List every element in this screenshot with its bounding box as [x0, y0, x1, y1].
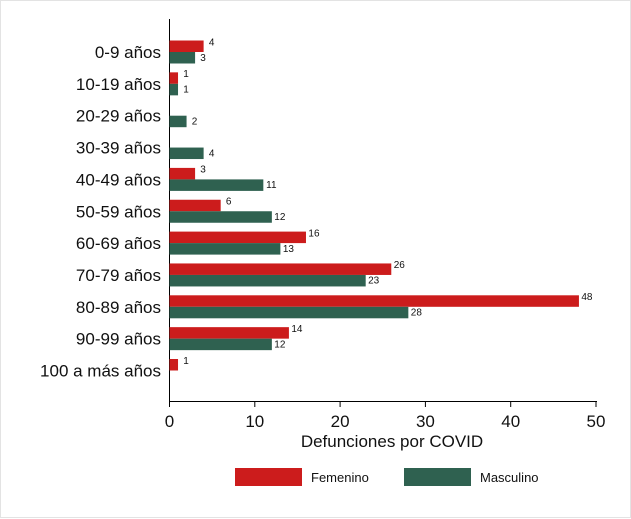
category-labels: 0-9 años 10-19 años 20-29 años 30-39 años 40… — [40, 43, 161, 381]
bar-femenino — [169, 263, 392, 275]
data-label: 13 — [283, 244, 295, 255]
data-label: 14 — [291, 324, 303, 335]
bar-masculino — [169, 306, 409, 319]
data-label: 11 — [266, 180, 277, 191]
data-label: 16 — [308, 228, 320, 239]
bar-femenino — [169, 359, 179, 371]
data-label: 48 — [581, 292, 593, 303]
x-tick-label: 20 — [331, 412, 350, 431]
bar-masculino — [169, 338, 272, 351]
bar-masculino — [169, 243, 281, 255]
data-label: 12 — [274, 339, 286, 350]
bar-masculino — [169, 274, 366, 287]
x-tick-label: 40 — [501, 412, 520, 431]
x-axis-title: Defunciones por COVID — [301, 432, 483, 451]
bar-femenino — [169, 40, 204, 52]
data-label: 1 — [183, 356, 189, 367]
category-label: 100 a más años — [40, 362, 161, 381]
category-label: 60-69 años — [76, 234, 161, 253]
data-label: 26 — [394, 260, 406, 271]
category-label: 50-59 años — [76, 202, 161, 221]
legend-label-femenino: Femenino — [311, 470, 369, 485]
data-label: 12 — [274, 212, 286, 223]
category-label: 70-79 años — [76, 266, 161, 285]
bar-masculino — [169, 83, 179, 96]
bar-masculino — [169, 179, 264, 191]
data-label: 1 — [183, 69, 189, 80]
category-label: 0-9 años — [95, 43, 161, 62]
data-label: 23 — [368, 276, 380, 287]
category-label: 40-49 años — [76, 170, 161, 189]
category-label: 10-19 años — [76, 75, 161, 94]
legend-label-masculino: Masculino — [480, 470, 539, 485]
x-tick-label: 0 — [165, 412, 174, 431]
x-tick-label: 50 — [587, 412, 606, 431]
category-label: 90-99 años — [76, 330, 161, 349]
legend-swatch-masculino — [404, 468, 471, 486]
data-label: 28 — [411, 308, 423, 319]
bar-masculino — [169, 115, 187, 128]
data-label: 3 — [200, 165, 206, 176]
bar-masculino — [169, 211, 272, 223]
category-label: 20-29 años — [76, 107, 161, 126]
data-label: 4 — [209, 148, 215, 159]
data-label: 3 — [200, 53, 206, 64]
bar-femenino — [169, 327, 289, 339]
legend-swatch-femenino — [235, 468, 302, 486]
data-label: 2 — [192, 116, 198, 127]
bar-femenino — [169, 295, 579, 307]
category-label: 30-39 años — [76, 139, 161, 158]
bar-femenino — [169, 231, 306, 244]
x-tick-label: 30 — [416, 412, 435, 431]
legend: Femenino Masculino — [235, 468, 539, 486]
data-label: 6 — [226, 197, 232, 208]
x-ticks: 0 10 20 30 40 50 — [165, 401, 606, 431]
bar-masculino — [169, 147, 204, 160]
x-tick-label: 10 — [245, 412, 264, 431]
data-label: 4 — [209, 37, 215, 48]
data-label: 1 — [183, 85, 189, 96]
category-label: 80-89 años — [76, 298, 161, 317]
bar-femenino — [169, 72, 179, 84]
bar-masculino — [169, 52, 196, 64]
bar-femenino — [169, 199, 221, 212]
bar-femenino — [169, 167, 196, 180]
